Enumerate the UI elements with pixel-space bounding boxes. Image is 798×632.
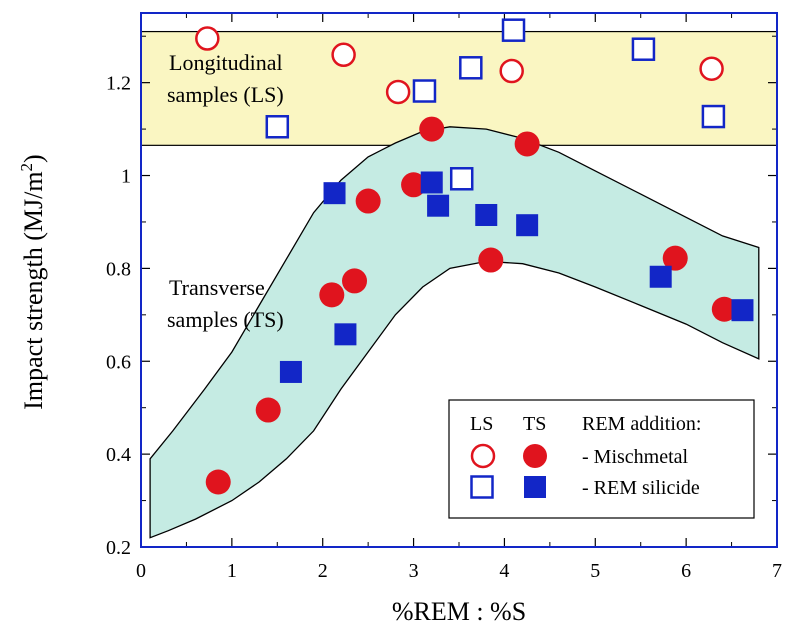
x-tick-label: 0 xyxy=(136,560,146,582)
ts-mischmetal-point xyxy=(711,296,737,322)
ts-mischmetal-point xyxy=(319,282,345,308)
ts-mischmetal-point xyxy=(419,116,445,142)
longitudinal-region xyxy=(140,30,778,146)
ts-silicide-point xyxy=(475,203,498,226)
y-tick-label: 1.2 xyxy=(106,73,131,95)
x-tick-label: 4 xyxy=(499,560,509,582)
ls-silicide-point xyxy=(459,56,483,80)
y-axis-title: Impact strength (MJ/m2) xyxy=(17,154,48,409)
y-axis-title-end: ) xyxy=(19,154,48,163)
legend-ls-mischmetal-marker xyxy=(470,443,496,469)
legend: LS TS REM addition: - Mischmetal - REM s… xyxy=(448,399,755,519)
ts-silicide-point xyxy=(649,265,672,288)
y-tick-label: 0.8 xyxy=(106,258,131,280)
legend-col-ts: TS xyxy=(523,413,546,435)
legend-box xyxy=(448,399,755,519)
x-tick-label: 7 xyxy=(772,560,782,582)
ts-mischmetal-point xyxy=(514,131,540,157)
ts-mischmetal-point xyxy=(478,247,504,273)
legend-title: REM addition: xyxy=(582,413,701,435)
x-tick-label: 1 xyxy=(227,560,237,582)
y-tick-label: 1 xyxy=(121,166,131,188)
x-tick-label: 6 xyxy=(681,560,691,582)
x-tick-label: 5 xyxy=(590,560,600,582)
ts-mischmetal-point xyxy=(355,188,381,214)
ls-mischmetal-point xyxy=(195,26,220,51)
y-axis-title-main: Impact strength (MJ/m xyxy=(19,171,48,409)
ts-mischmetal-point xyxy=(401,172,427,198)
y-tick-label: 0.4 xyxy=(106,444,131,466)
legend-row-silicide: - REM silicide xyxy=(582,477,700,499)
ls-silicide-point xyxy=(265,115,290,139)
ls-silicide-point xyxy=(449,167,474,191)
legend-col-ls: LS xyxy=(470,413,493,435)
x-tick-label: 2 xyxy=(318,560,328,582)
legend-row-mischmetal: - Mischmetal xyxy=(582,446,689,468)
ls-silicide-point xyxy=(501,18,526,42)
ts-mischmetal-point xyxy=(255,397,281,423)
ls-silicide-point xyxy=(412,79,437,103)
ls-mischmetal-point xyxy=(331,42,356,68)
ts-silicide-point xyxy=(731,299,754,322)
ts-silicide-point xyxy=(420,171,443,194)
ls-silicide-point xyxy=(701,104,726,129)
ts-silicide-point xyxy=(323,182,346,205)
x-axis-title: %REM : %S xyxy=(392,597,526,626)
ts-silicide-point xyxy=(279,360,302,383)
ls-silicide-point xyxy=(631,37,656,61)
ts-silicide-point xyxy=(427,194,450,217)
ts-mischmetal-point xyxy=(662,245,688,271)
ts-silicide-point xyxy=(516,214,539,237)
ts-mischmetal-point xyxy=(342,268,368,294)
legend-ts-silicide-marker xyxy=(524,476,546,498)
ls-mischmetal-point xyxy=(385,79,411,105)
ts-mischmetal-point xyxy=(205,469,231,495)
ls-region-label-line1: Longitudinal xyxy=(169,50,283,75)
y-axis-title-sup: 2 xyxy=(17,163,36,172)
x-tick-label: 3 xyxy=(409,560,419,582)
ls-mischmetal-point xyxy=(699,56,724,81)
legend-ts-mischmetal-marker xyxy=(523,444,547,468)
y-tick-label: 0.2 xyxy=(106,537,131,559)
legend-ls-silicide-marker xyxy=(470,475,494,499)
data-markers xyxy=(195,18,754,495)
y-tick-label: 0.6 xyxy=(106,351,131,373)
ls-region-label-line2: samples (LS) xyxy=(167,82,284,107)
ls-mischmetal-point xyxy=(499,58,524,84)
ts-region-label-line1: Transverse xyxy=(169,275,265,300)
ts-region-label-line2: samples (TS) xyxy=(167,307,284,332)
plot-frame xyxy=(140,12,778,548)
ts-silicide-point xyxy=(334,323,357,346)
